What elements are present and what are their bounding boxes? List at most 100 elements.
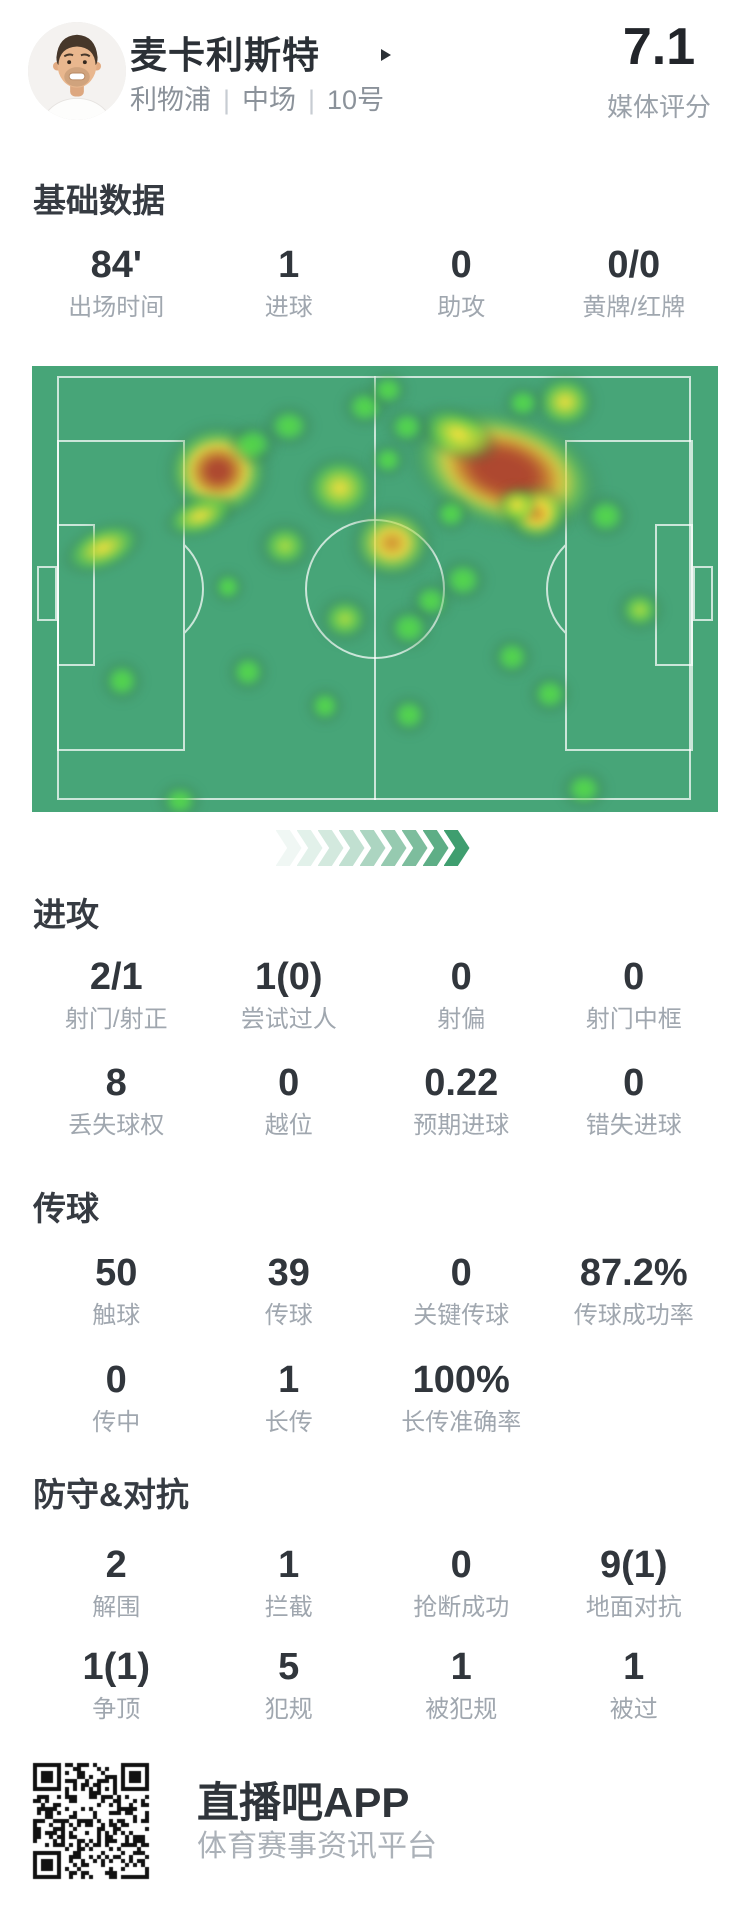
stat-value: 1: [278, 244, 300, 286]
stat-label: 出场时间: [68, 293, 165, 321]
heat-spot: [558, 766, 610, 812]
stat-cell: 0.22 预期进球: [375, 1063, 548, 1139]
heat-spot: [494, 484, 540, 526]
stat-label: 关键传球: [413, 1301, 510, 1329]
stat-value: 0: [623, 1062, 645, 1104]
stat-label: 长传准确率: [401, 1408, 522, 1436]
heat-spot: [304, 685, 346, 727]
stat-row: 2 解围 1 拦截 0 抢断成功 9(1) 地面对抗: [30, 1544, 721, 1621]
stat-label: 传球: [264, 1301, 313, 1329]
heat-spot: [613, 585, 667, 635]
heat-spot: [98, 657, 146, 705]
stat-label: 尝试过人: [240, 1005, 337, 1033]
stat-value: 0: [278, 1062, 300, 1104]
stat-cell: 0 抢断成功: [375, 1544, 548, 1621]
stat-cell: 1 进球: [203, 244, 376, 321]
stat-cell: 1(1) 争顶: [30, 1646, 203, 1723]
heat-spot: [261, 402, 317, 450]
stat-value: 0: [105, 1359, 127, 1401]
stat-cell: 2 解围: [30, 1544, 203, 1621]
heat-spot: [382, 603, 436, 653]
heat-spot: [156, 780, 204, 812]
media-rating: 7.1 媒体评分: [574, 20, 744, 124]
stat-cell: 1(0) 尝试过人: [203, 956, 376, 1033]
stat-value: 0: [450, 244, 472, 286]
six-yard-box-left: [57, 524, 95, 666]
stat-cell: 84' 出场时间: [30, 244, 203, 321]
stat-value: 2/1: [89, 956, 143, 998]
stat-row: 50 触球 39 传球 0 关键传球 87.2% 传球成功率: [30, 1252, 721, 1329]
stat-cell: 1 长传: [203, 1360, 376, 1436]
app-name: 直播吧APP: [197, 1779, 410, 1826]
stat-value: 100%: [412, 1359, 510, 1401]
app-tagline: 体育赛事资讯平台: [197, 1830, 437, 1863]
stat-value: 0: [450, 1252, 472, 1294]
stat-cell: 0 传中: [30, 1359, 203, 1436]
stat-value: 0/0: [607, 244, 661, 286]
stat-value: 1: [278, 1544, 300, 1586]
stat-cell: 0 射偏: [375, 956, 548, 1033]
stat-row: 2/1 射门/射正 1(0) 尝试过人 0 射偏 0 射门中框: [30, 956, 721, 1033]
heat-spot: [225, 649, 271, 695]
stat-value: 0: [450, 1544, 472, 1586]
position-heatmap: [32, 366, 718, 812]
stat-cell: 0 关键传球: [375, 1252, 548, 1329]
stat-label: 预期进球: [413, 1111, 510, 1139]
stat-value: 0: [450, 956, 472, 998]
section-title: 基础数据: [33, 182, 165, 219]
stat-row: 1(1) 争顶 5 犯规 1 被犯规 1 被过: [30, 1646, 721, 1723]
heat-spot: [365, 369, 411, 411]
stat-label: 抢断成功: [413, 1593, 510, 1621]
stat-cell: 8 丢失球权: [30, 1063, 203, 1139]
section-title: 传球: [33, 1190, 99, 1227]
stat-cell: 0 越位: [203, 1062, 376, 1139]
stat-value: 5: [278, 1646, 300, 1688]
stat-label: 越位: [264, 1111, 313, 1139]
stat-value: 39: [267, 1252, 310, 1294]
heat-spot: [314, 591, 376, 647]
chevron-divider-icon: [0, 830, 750, 866]
stat-label: 触球: [92, 1301, 141, 1329]
stat-label: 助攻: [437, 293, 486, 321]
stat-cell: 9(1) 地面对抗: [548, 1544, 721, 1621]
stat-label: 丢失球权: [68, 1111, 165, 1139]
separator: |: [223, 85, 231, 115]
stat-cell: 1 被过: [548, 1647, 721, 1723]
player-switch-caret-icon[interactable]: [381, 49, 391, 61]
player-avatar: [28, 22, 126, 120]
player-name[interactable]: 麦卡利斯特: [130, 35, 320, 76]
separator: |: [308, 85, 316, 115]
goal-left: [37, 566, 57, 621]
stat-cell: 2/1 射门/射正: [30, 956, 203, 1033]
stat-label: 长传: [264, 1408, 313, 1436]
stat-cell: 100% 长传准确率: [375, 1359, 548, 1436]
stat-value: 84': [90, 244, 142, 286]
stat-label: 射门中框: [585, 1005, 682, 1033]
stat-value: 9(1): [599, 1544, 668, 1586]
stat-cell: 1 被犯规: [375, 1647, 548, 1723]
stat-label: 拦截: [264, 1593, 313, 1621]
stat-label: 犯规: [264, 1695, 313, 1723]
stat-cell: 0 射门中框: [548, 956, 721, 1033]
stat-value: 0: [623, 956, 645, 998]
chevron-icon: [275, 830, 302, 866]
stat-label: 错失进球: [585, 1111, 682, 1139]
section-title: 进攻: [33, 896, 99, 933]
stat-cell: 50 触球: [30, 1253, 203, 1329]
stat-row: 8 丢失球权 0 越位 0.22 预期进球 0 错失进球: [30, 1062, 720, 1139]
stat-label: 传球成功率: [573, 1301, 694, 1329]
stat-cell: 87.2% 传球成功率: [548, 1253, 721, 1329]
player-number: 10号: [327, 85, 385, 115]
section-title: 防守&对抗: [33, 1476, 189, 1513]
player-photo: [28, 22, 126, 120]
stat-value: 2: [105, 1544, 127, 1586]
stat-value: 1(1): [82, 1646, 151, 1688]
heat-spot: [367, 440, 409, 480]
rating-value: 7.1: [622, 18, 696, 76]
stat-cell: 0 助攻: [375, 244, 548, 321]
player-position: 中场: [242, 85, 297, 115]
heat-spot: [209, 568, 247, 606]
stat-value: 1(0): [254, 956, 323, 998]
qr-code: [32, 1762, 150, 1880]
heat-spot: [253, 517, 317, 575]
